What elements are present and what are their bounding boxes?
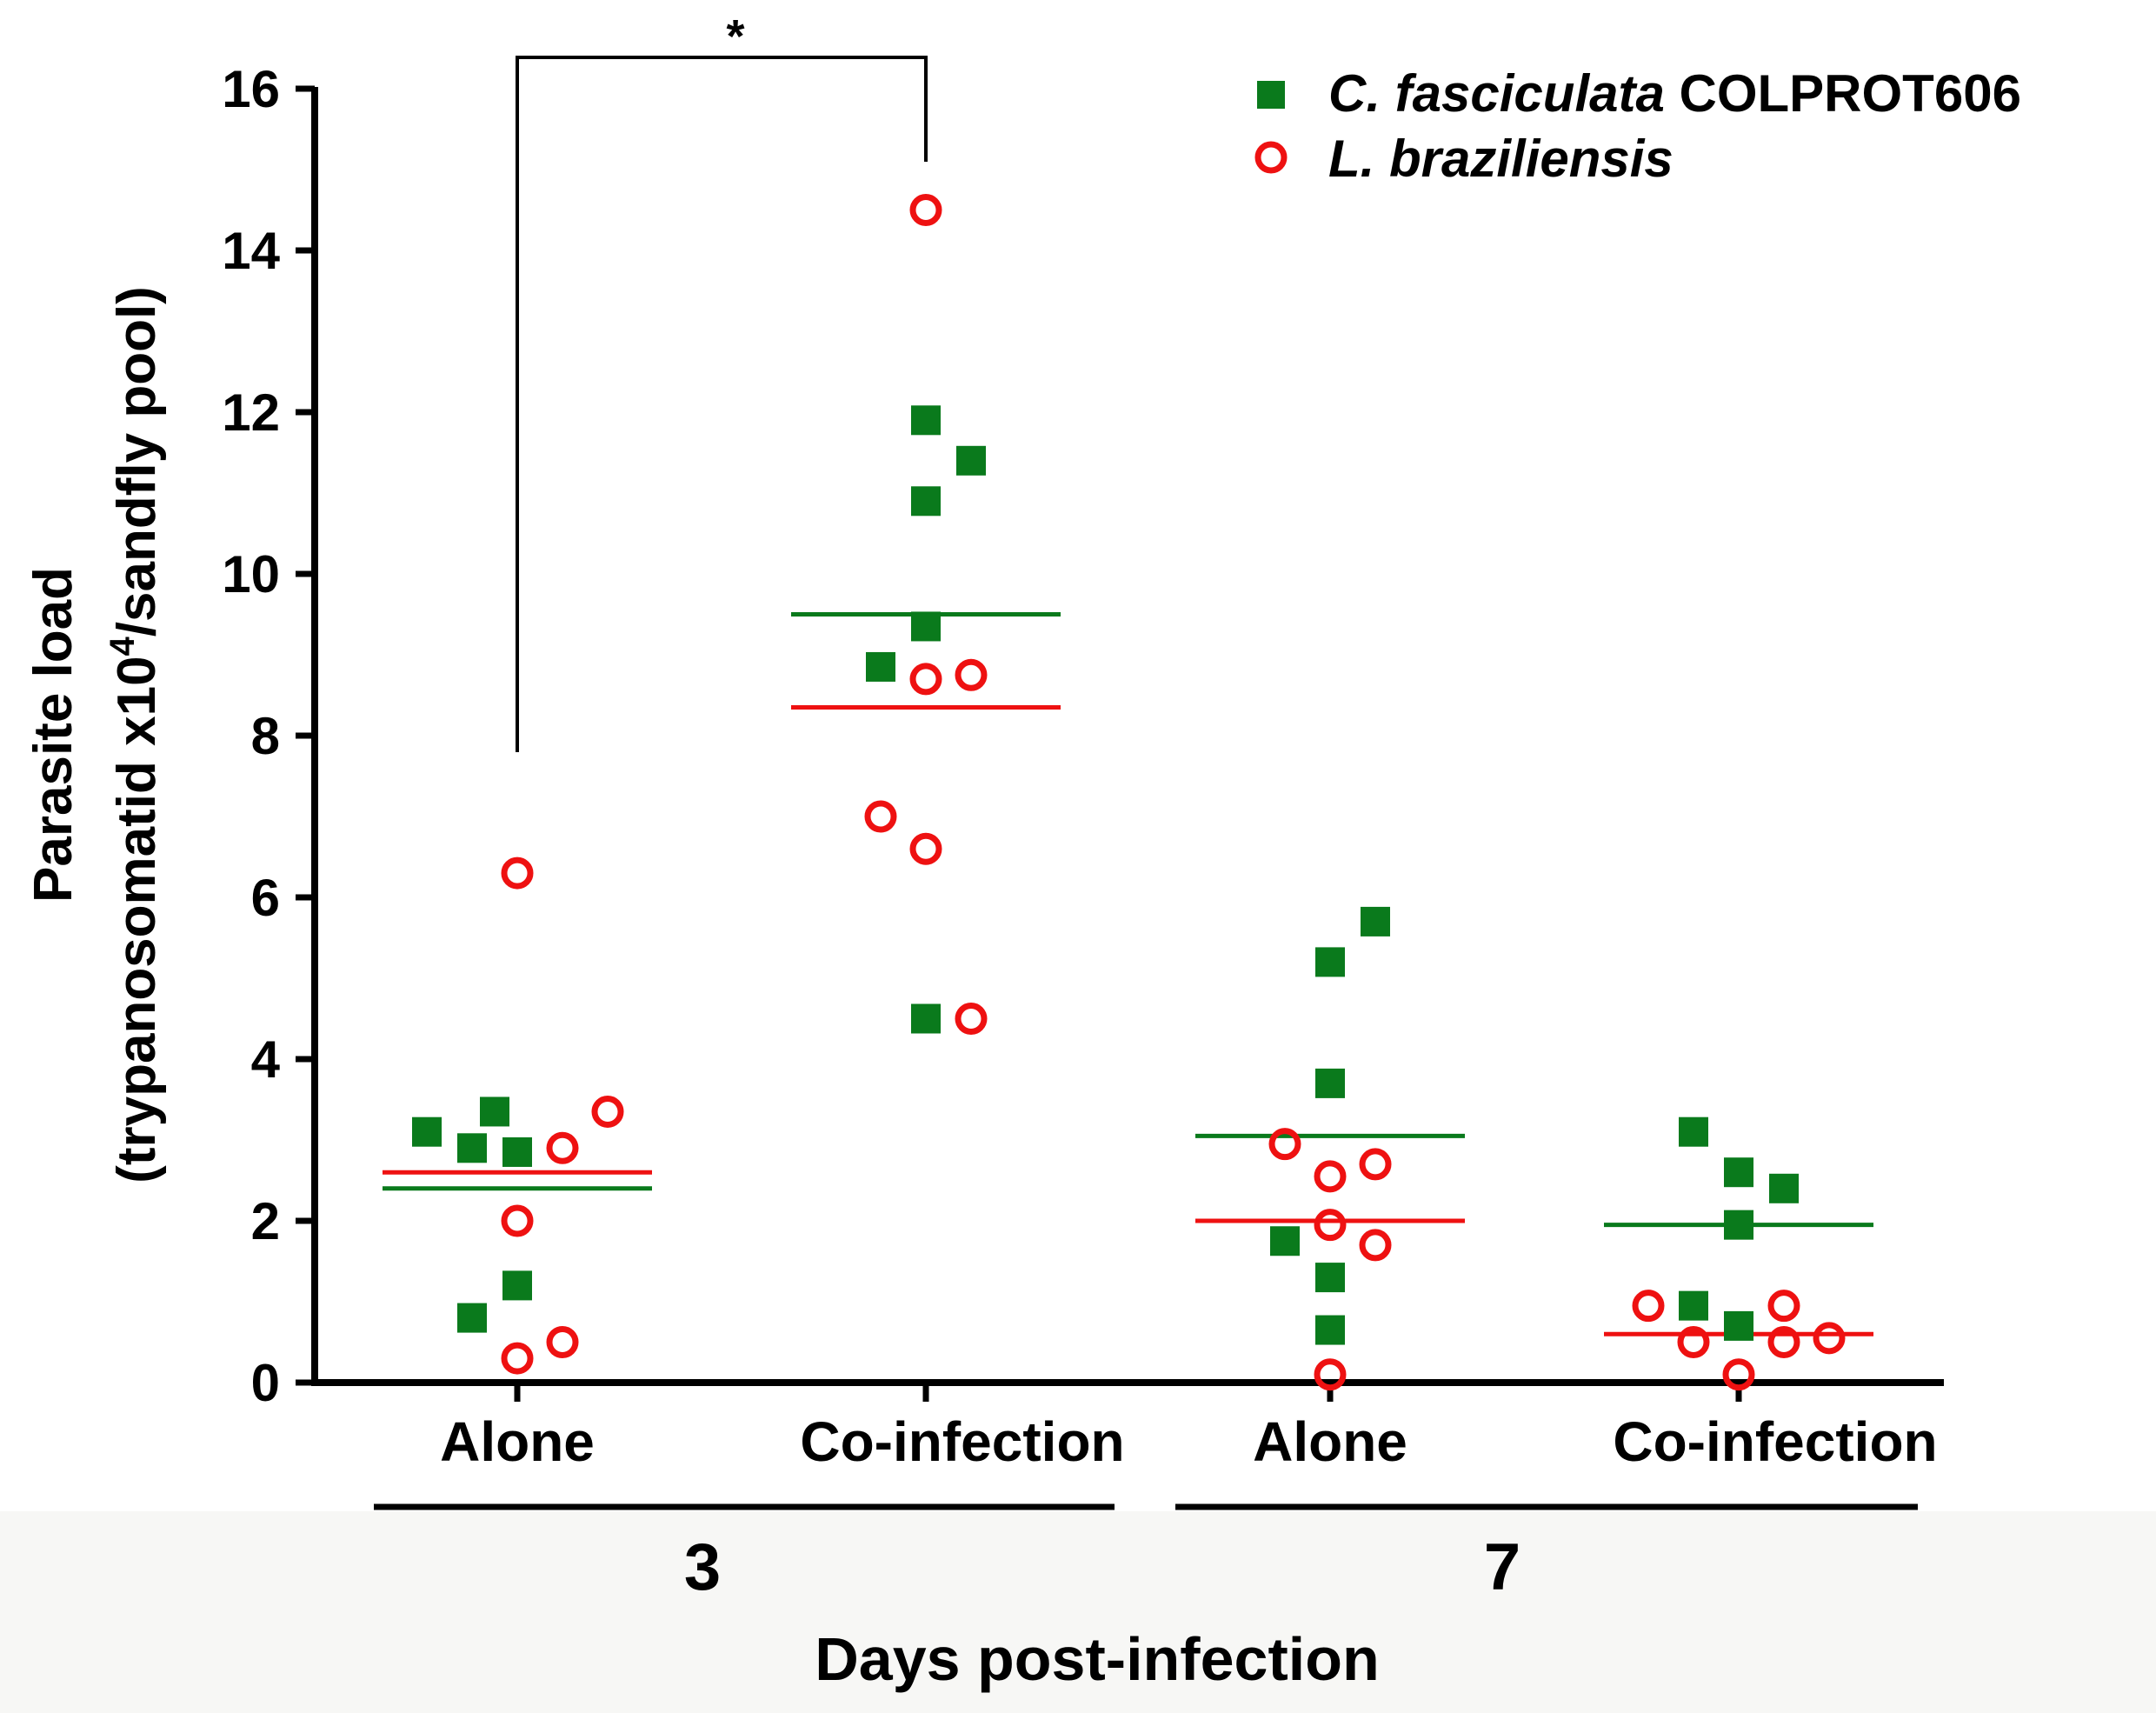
point-circle-15 bbox=[1314, 1209, 1347, 1242]
point-square-1 bbox=[457, 1133, 487, 1163]
point-circle-23 bbox=[1722, 1358, 1755, 1391]
point-square-19 bbox=[1724, 1157, 1753, 1188]
point-circle-10 bbox=[909, 832, 942, 865]
point-circle-5 bbox=[501, 1342, 534, 1375]
point-square-18 bbox=[1679, 1116, 1708, 1147]
bottom-band bbox=[0, 1511, 2156, 1713]
point-circle-3 bbox=[501, 1204, 534, 1237]
legend-label-cfasciculata-strain: COLPROT606 bbox=[1665, 64, 2021, 123]
point-square-16 bbox=[1315, 1263, 1345, 1293]
point-square-7 bbox=[956, 445, 986, 476]
significance-bracket-line bbox=[516, 56, 928, 752]
mean-lines bbox=[383, 612, 1873, 1336]
legend-label-cfasciculata-italic: C. fasciculata bbox=[1328, 64, 1665, 123]
point-circle-20 bbox=[1677, 1326, 1710, 1358]
point-square-9 bbox=[911, 611, 941, 642]
point-square-4 bbox=[457, 1303, 487, 1333]
legend-label-lbraziliensis-italic: L. braziliensis bbox=[1328, 130, 1674, 188]
point-circle-9 bbox=[864, 800, 897, 833]
point-square-20 bbox=[1769, 1173, 1799, 1203]
point-circle-19 bbox=[1767, 1290, 1800, 1323]
legend-label-cfasciculata: C. fasciculata COLPROT606 bbox=[1328, 64, 2021, 123]
y-axis-label-line2: (trypanosomatid x104/sandfly pool) bbox=[103, 286, 167, 1183]
point-circle-1 bbox=[591, 1095, 624, 1128]
y-tick-label-6: 6 bbox=[251, 869, 280, 927]
point-square-17 bbox=[1315, 1315, 1345, 1345]
point-circle-8 bbox=[955, 658, 988, 691]
legend-marker-square bbox=[1257, 81, 1285, 109]
x-axis-label: Days post-infection bbox=[815, 1625, 1380, 1693]
point-square-10 bbox=[866, 651, 895, 682]
point-square-21 bbox=[1724, 1210, 1753, 1240]
point-circle-16 bbox=[1359, 1229, 1392, 1262]
point-circle-2 bbox=[546, 1131, 579, 1164]
group-label-3: Co-infection bbox=[1613, 1410, 1937, 1473]
legend-marker-circle bbox=[1254, 141, 1288, 174]
point-square-8 bbox=[911, 486, 941, 517]
point-circle-4 bbox=[546, 1326, 579, 1358]
group-labels: Alone Co-infection Alone Co-infection bbox=[440, 1410, 1938, 1473]
point-square-12 bbox=[1361, 906, 1390, 936]
y-axis-label-prefix: (trypanosomatid x10 bbox=[107, 656, 167, 1183]
point-square-5 bbox=[502, 1270, 532, 1301]
y-tick-label-2: 2 bbox=[251, 1192, 280, 1250]
point-square-23 bbox=[1724, 1310, 1753, 1341]
point-square-3 bbox=[502, 1136, 532, 1167]
point-square-13 bbox=[1315, 947, 1345, 977]
y-tick-label-8: 8 bbox=[251, 707, 280, 765]
point-circle-21 bbox=[1767, 1326, 1800, 1358]
point-circle-17 bbox=[1314, 1358, 1347, 1391]
day-label-3: 3 bbox=[684, 1530, 721, 1604]
group-label-1: Co-infection bbox=[800, 1410, 1124, 1473]
point-circle-14 bbox=[1314, 1160, 1347, 1193]
significance-star: * bbox=[726, 10, 744, 63]
significance-bracket: * bbox=[516, 10, 928, 752]
y-ticks: 0 2 4 6 8 10 12 14 16 bbox=[222, 60, 315, 1412]
legend-label-lbraziliensis: L. braziliensis bbox=[1328, 130, 1674, 188]
y-tick-label-14: 14 bbox=[222, 222, 280, 280]
y-tick-label-4: 4 bbox=[251, 1030, 281, 1089]
point-circle-18 bbox=[1632, 1290, 1665, 1323]
day-label-7: 7 bbox=[1484, 1530, 1521, 1604]
point-square-0 bbox=[412, 1116, 442, 1147]
point-circle-13 bbox=[1359, 1148, 1392, 1181]
data-points bbox=[412, 194, 1846, 1391]
legend: C. fasciculata COLPROT606 L. braziliensi… bbox=[1254, 64, 2021, 188]
group-label-2: Alone bbox=[1253, 1410, 1407, 1473]
y-axis-label-suffix: /sandfly pool) bbox=[107, 286, 167, 637]
point-circle-22 bbox=[1813, 1322, 1846, 1355]
y-tick-label-10: 10 bbox=[222, 545, 280, 603]
point-circle-0 bbox=[501, 856, 534, 890]
point-circle-7 bbox=[909, 663, 942, 696]
y-axis-label-superscript: 4 bbox=[103, 636, 142, 656]
group-label-0: Alone bbox=[440, 1410, 595, 1473]
y-axis-label-line1: Parasite load bbox=[23, 567, 83, 903]
y-tick-label-0: 0 bbox=[251, 1354, 280, 1412]
y-tick-label-16: 16 bbox=[222, 60, 280, 118]
point-square-11 bbox=[911, 1003, 941, 1034]
point-circle-6 bbox=[909, 194, 942, 226]
point-square-15 bbox=[1270, 1226, 1300, 1256]
point-circle-11 bbox=[955, 1003, 988, 1035]
y-tick-label-12: 12 bbox=[222, 383, 280, 442]
point-square-22 bbox=[1679, 1290, 1708, 1321]
point-square-2 bbox=[480, 1096, 509, 1127]
point-circle-12 bbox=[1268, 1128, 1301, 1161]
point-square-6 bbox=[911, 405, 941, 436]
point-square-14 bbox=[1315, 1068, 1345, 1098]
